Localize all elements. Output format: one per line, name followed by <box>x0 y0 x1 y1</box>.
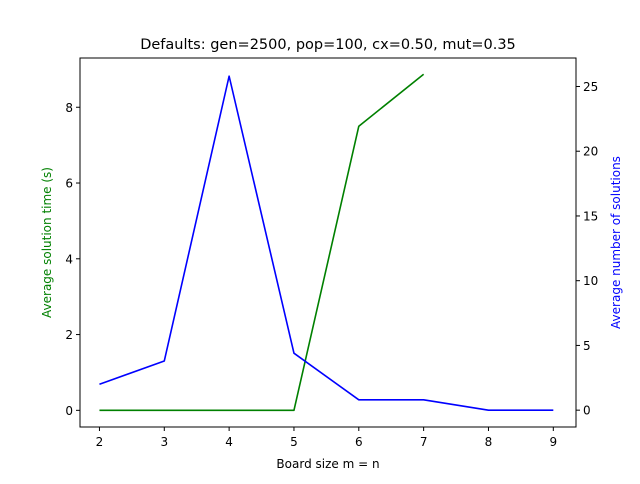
y-left-tick-label-2: 2 <box>65 328 73 342</box>
x-tick-label-8: 8 <box>485 435 493 449</box>
x-tick-label-3: 3 <box>160 435 168 449</box>
y-right-tick-label-25: 25 <box>583 80 598 94</box>
y-left-tick-label-6: 6 <box>65 177 73 191</box>
chart-title: Defaults: gen=2500, pop=100, cx=0.50, mu… <box>140 37 516 53</box>
series-line-time <box>99 73 425 412</box>
y-axis-label-right: Average number of solutions <box>609 156 623 329</box>
x-tick-label-6: 6 <box>355 435 363 449</box>
y-left-tick-label-0: 0 <box>65 404 73 418</box>
x-tick-label-9: 9 <box>549 435 557 449</box>
x-tick-label-4: 4 <box>225 435 233 449</box>
series-line-solutions <box>99 75 554 411</box>
y-right-tick-label-20: 20 <box>583 145 598 159</box>
y-right-tick-label-0: 0 <box>583 404 591 418</box>
y-left-tick-label-4: 4 <box>65 252 73 266</box>
x-axis-label: Board size m = n <box>276 457 379 471</box>
x-tick-label-7: 7 <box>420 435 428 449</box>
y-right-tick-label-15: 15 <box>583 209 598 223</box>
y-left-tick-label-8: 8 <box>65 101 73 115</box>
plot-frame <box>79 57 577 428</box>
x-tick-label-5: 5 <box>290 435 298 449</box>
y-axis-label-left: Average solution time (s) <box>40 167 54 318</box>
x-tick-label-2: 2 <box>96 435 104 449</box>
y-right-tick-label-5: 5 <box>583 339 591 353</box>
plot-area: 2 3 4 5 6 7 8 9 0 2 4 6 8 0 5 10 15 20 25 <box>65 73 598 449</box>
y-right-tick-label-10: 10 <box>583 274 598 288</box>
